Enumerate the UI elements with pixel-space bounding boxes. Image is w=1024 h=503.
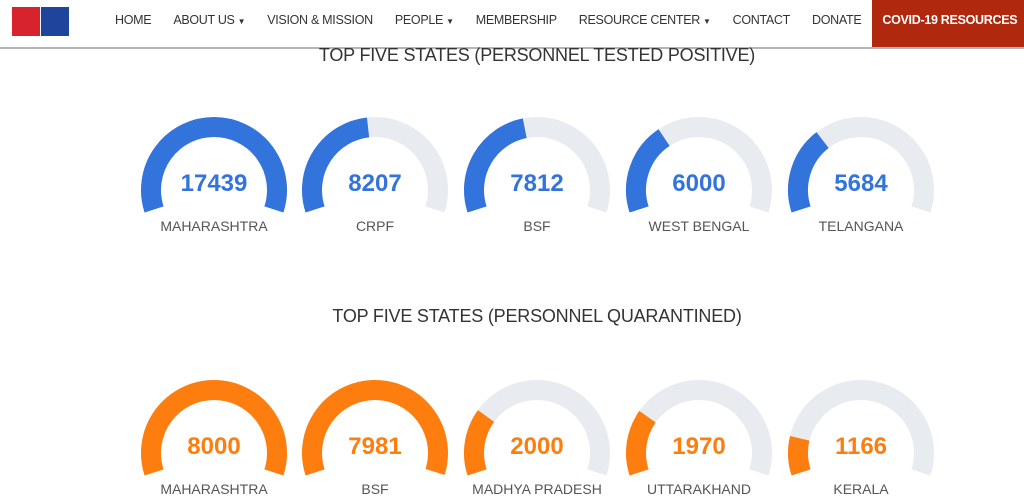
- gauge-fill: [302, 380, 448, 476]
- gauge-kerala: 1166 KERALA: [781, 373, 941, 503]
- gauge-fill: [141, 117, 287, 213]
- gauge-label: TELANGANA: [818, 218, 904, 234]
- gauge-fill: [626, 410, 656, 476]
- gauge-arc: [626, 380, 772, 476]
- nav-item-label: DONATE: [812, 13, 862, 27]
- main-menu: HOME ABOUT US ▼ VISION & MISSION PEOPLE ▼ MEMB…: [104, 0, 1024, 47]
- gauge-fill: [464, 410, 495, 476]
- gauge-value: 2000: [510, 433, 564, 460]
- nav-item-resource-center[interactable]: RESOURCE CENTER ▼: [568, 0, 722, 47]
- gauge-bsf: 7981 BSF: [295, 373, 455, 503]
- gauge-value: 8000: [187, 433, 241, 460]
- nav-item-label: VISION & MISSION: [267, 13, 373, 27]
- gauge-fill: [302, 117, 370, 213]
- gauge-fill: [464, 118, 528, 213]
- gauge-value: 7981: [348, 433, 402, 460]
- gauge-arc: [788, 380, 934, 476]
- gauge-value: 1970: [672, 433, 726, 460]
- gauge-label: MAHARASHTRA: [160, 481, 268, 497]
- gauge-value: 7812: [510, 170, 564, 197]
- nav-item-label: ABOUT US: [173, 13, 235, 27]
- gauge-arc: [626, 117, 772, 213]
- gauge-value: 1166: [834, 433, 888, 460]
- gauge-fill: [141, 380, 287, 476]
- nav-item-label: MEMBERSHIP: [475, 13, 557, 27]
- gauge-label: BSF: [523, 218, 551, 234]
- nav-item-label: COVID-19 RESOURCES: [882, 13, 1018, 27]
- gauge-label: CRPF: [355, 218, 395, 234]
- nav-item-label: CONTACT: [732, 13, 791, 27]
- gauge-fill: [788, 435, 811, 476]
- site-logo[interactable]: [12, 7, 70, 36]
- gauge-label: KERALA: [833, 481, 889, 497]
- nav-item-people[interactable]: PEOPLE ▼: [384, 0, 465, 47]
- nav-item-home[interactable]: HOME: [104, 0, 162, 47]
- nav-item-about-us[interactable]: ABOUT US ▼: [162, 0, 256, 47]
- gauge-arc: [141, 380, 287, 476]
- gauge-maharashtra: 8000 MAHARASHTRA: [134, 373, 294, 503]
- nav-item-vision-mission[interactable]: VISION & MISSION: [256, 0, 384, 47]
- gauge-label: MAHARASHTRA: [160, 218, 268, 234]
- section-title: TOP FIVE STATES (PERSONNEL QUARANTINED): [332, 306, 742, 326]
- nav-item-label: PEOPLE: [394, 13, 444, 27]
- nav-item-label: RESOURCE CENTER: [578, 13, 701, 27]
- nav-item-contact[interactable]: CONTACT: [722, 0, 801, 47]
- nav-item-donate[interactable]: DONATE: [801, 0, 872, 47]
- nav-item-covid-19-resources[interactable]: COVID-19 RESOURCES: [872, 0, 1024, 47]
- gauge-arc: [464, 380, 610, 476]
- gauge-value: 17439: [180, 170, 248, 197]
- gauge-label: BSF: [361, 481, 389, 497]
- gauge-uttarakhand: 1970 UTTARAKHAND: [619, 373, 779, 503]
- nav-item-membership[interactable]: MEMBERSHIP: [465, 0, 568, 47]
- logo-blue-block: [41, 7, 69, 36]
- gauge-telangana: 5684 TELANGANA: [781, 110, 941, 240]
- gauge-value: 6000: [672, 170, 726, 197]
- section-title: TOP FIVE STATES (PERSONNEL TESTED POSITI…: [318, 45, 756, 65]
- gauge-arc: [302, 380, 448, 476]
- gauge-arc: [788, 117, 934, 213]
- logo-red-block: [12, 7, 40, 36]
- caret-down-icon: ▼: [702, 17, 711, 26]
- gauge-arc: [302, 117, 448, 213]
- gauge-label: MADHYA PRADESH: [472, 481, 602, 497]
- caret-down-icon: ▼: [237, 17, 246, 26]
- caret-down-icon: ▼: [446, 17, 454, 26]
- gauge-arc: [141, 117, 287, 213]
- gauge-track: [788, 380, 934, 476]
- nav-item-label: HOME: [115, 13, 152, 27]
- gauge-west-bengal: 6000 WEST BENGAL: [619, 110, 779, 240]
- gauge-fill: [626, 129, 670, 213]
- gauge-crpf: 8207 CRPF: [295, 110, 455, 240]
- gauge-value: 5684: [834, 170, 888, 197]
- gauge-maharashtra: 17439 MAHARASHTRA: [134, 110, 294, 240]
- gauge-label: WEST BENGAL: [648, 218, 750, 234]
- gauge-bsf: 7812 BSF: [457, 110, 617, 240]
- top-navbar: HOME ABOUT US ▼ VISION & MISSION PEOPLE ▼ MEMB…: [0, 0, 1024, 49]
- gauge-fill: [788, 132, 830, 213]
- gauge-value: 8207: [348, 170, 402, 197]
- gauge-label: UTTARAKHAND: [647, 481, 751, 497]
- gauge-madhya-pradesh: 2000 MADHYA PRADESH: [457, 373, 617, 503]
- gauge-arc: [464, 117, 610, 213]
